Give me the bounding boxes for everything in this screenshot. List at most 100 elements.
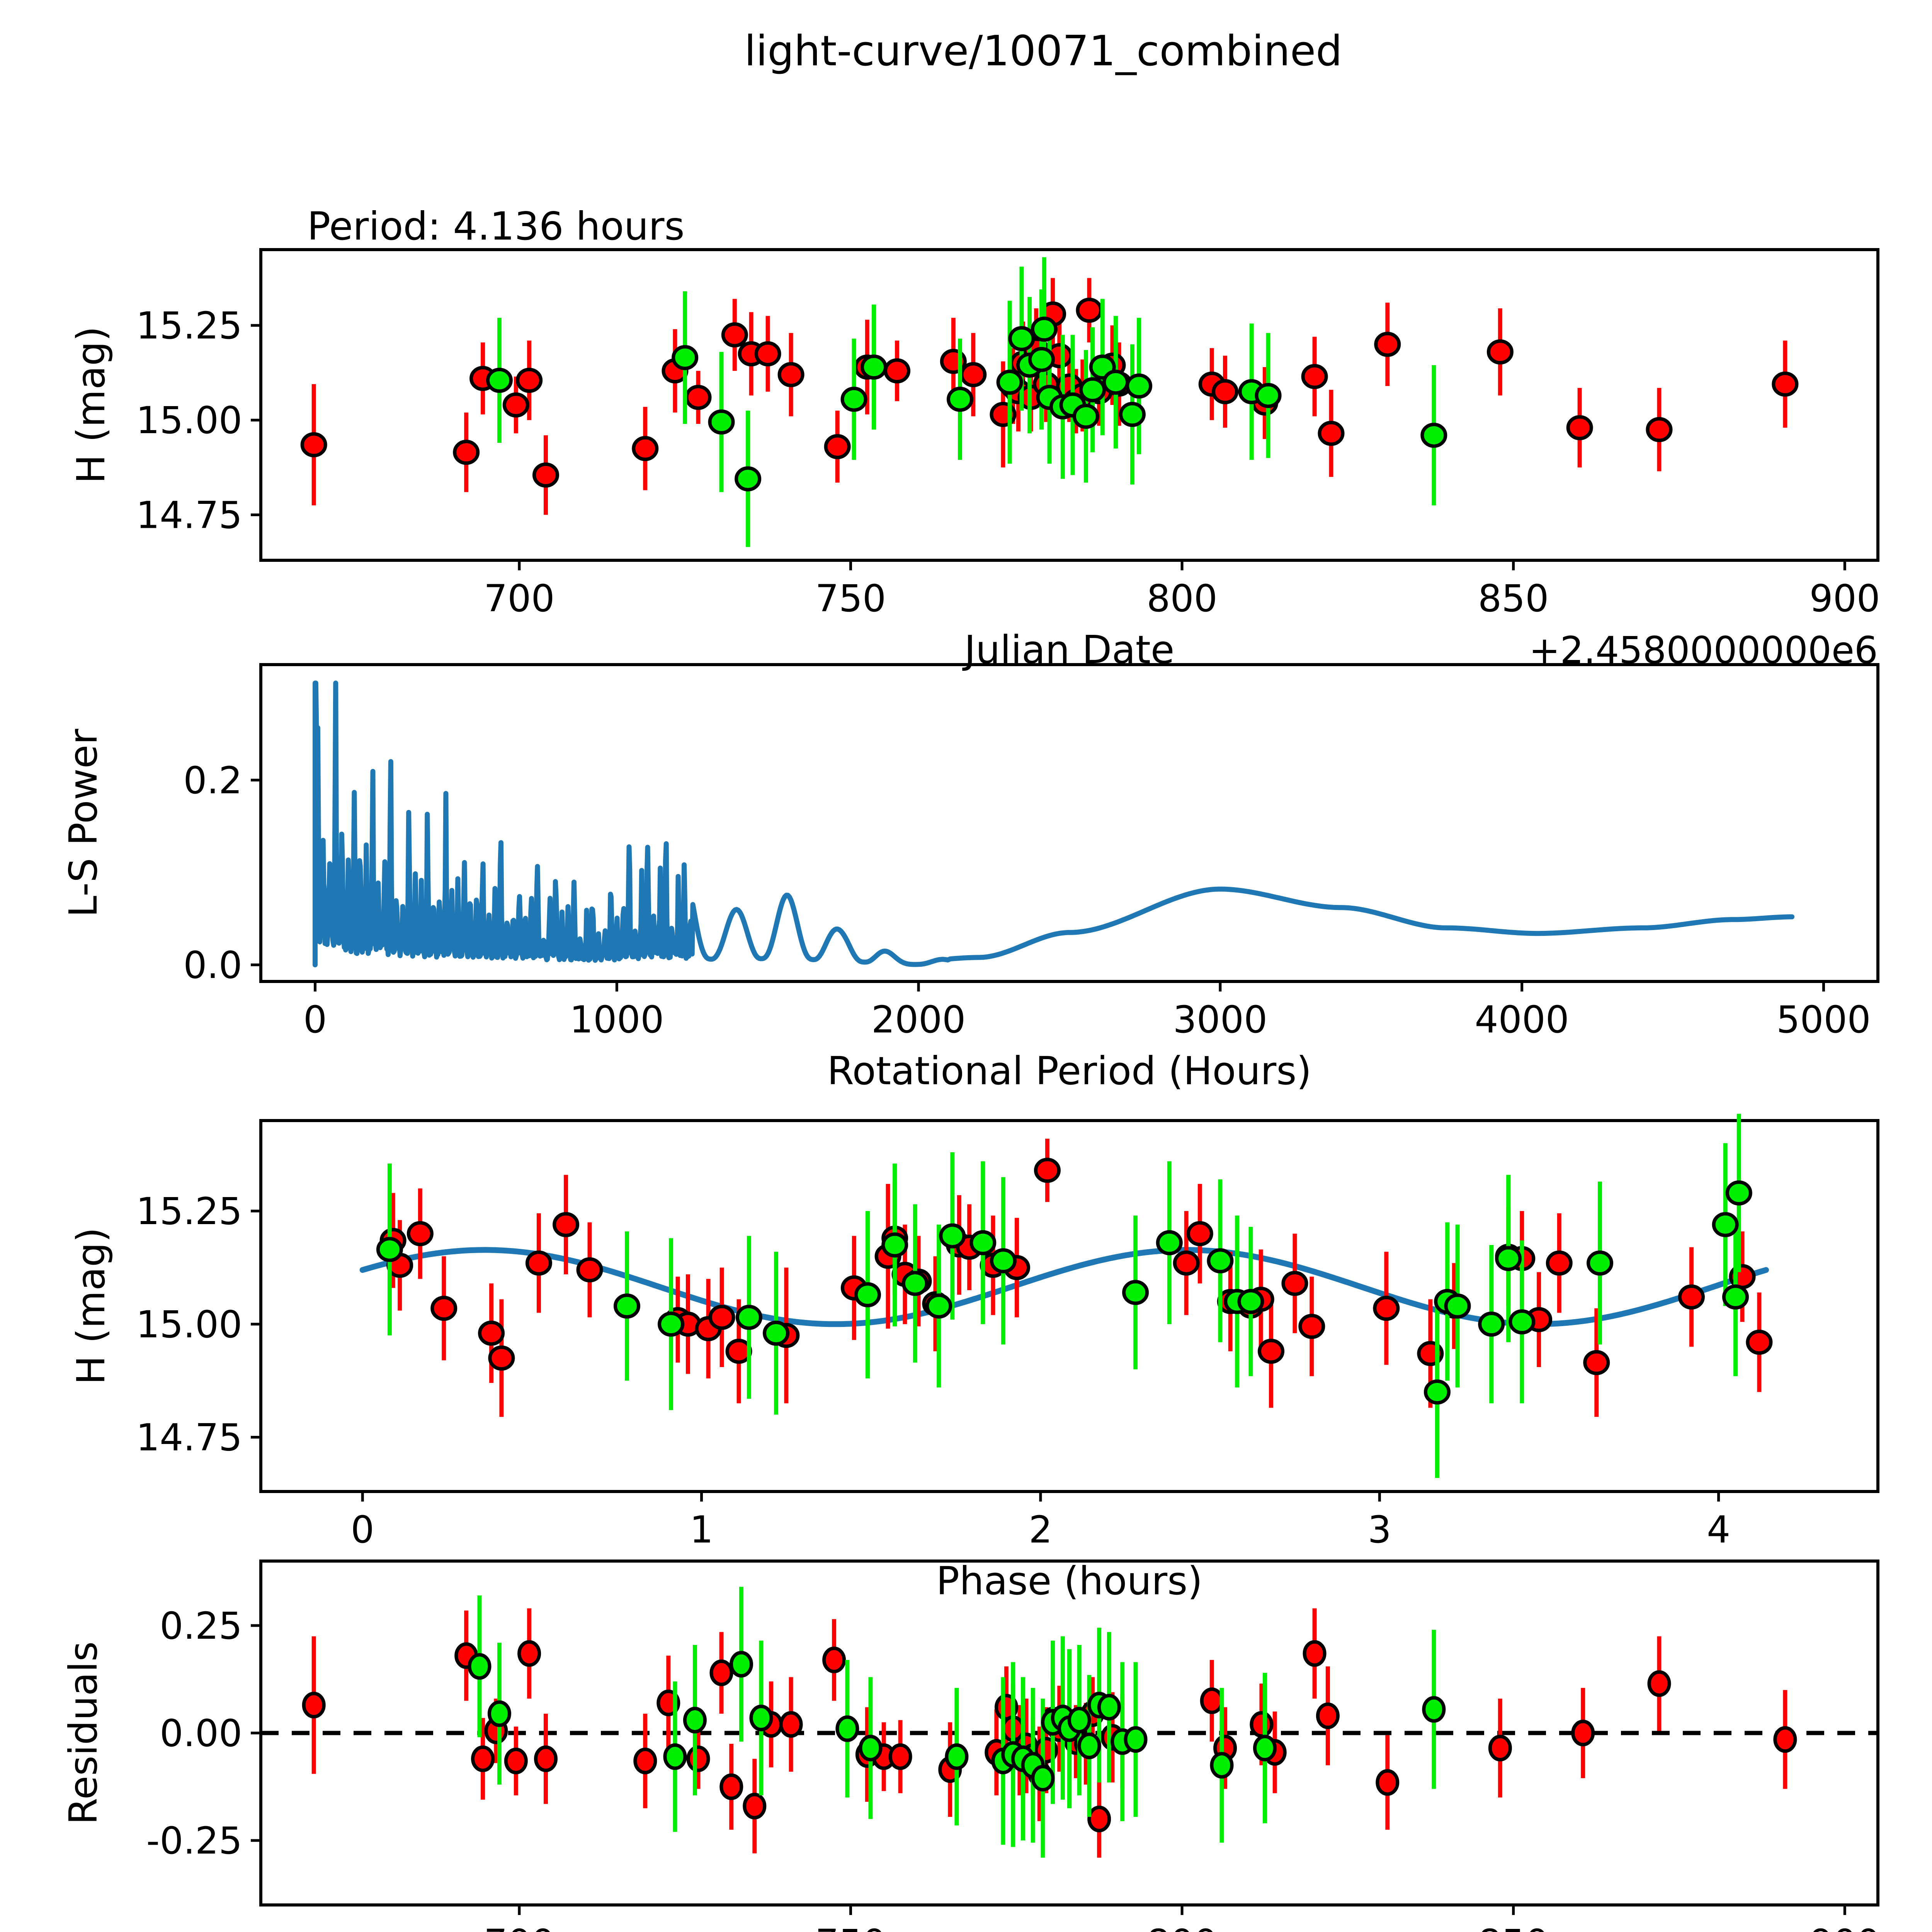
data-point[interactable] [376, 1237, 403, 1262]
data-point[interactable] [1772, 371, 1799, 397]
data-point[interactable] [1420, 422, 1447, 448]
data-point[interactable] [468, 1653, 492, 1680]
data-point[interactable] [658, 1311, 685, 1337]
data-point[interactable] [1546, 1250, 1573, 1276]
data-point[interactable] [553, 1212, 580, 1237]
data-point[interactable] [749, 1704, 773, 1731]
data-point[interactable] [1712, 1212, 1739, 1237]
data-point[interactable] [1087, 1806, 1111, 1832]
data-point[interactable] [1587, 1250, 1614, 1276]
data-point[interactable] [1097, 1694, 1121, 1721]
data-point[interactable] [884, 358, 911, 384]
data-point[interactable] [1237, 1289, 1264, 1314]
data-point[interactable] [471, 1745, 495, 1772]
data-point[interactable] [901, 1270, 929, 1296]
data-point[interactable] [1156, 1230, 1183, 1255]
data-point[interactable] [1316, 1702, 1340, 1729]
data-point[interactable] [1495, 1246, 1522, 1271]
data-point[interactable] [1488, 1735, 1512, 1762]
data-point[interactable] [1253, 1735, 1277, 1762]
data-point[interactable] [453, 440, 480, 465]
data-point[interactable] [1444, 1293, 1471, 1319]
data-point[interactable] [486, 367, 513, 393]
data-point[interactable] [1200, 1687, 1224, 1714]
data-point[interactable] [743, 1793, 767, 1820]
data-point[interactable] [1486, 339, 1514, 365]
data-point[interactable] [946, 386, 973, 412]
data-point[interactable] [614, 1293, 641, 1319]
data-point[interactable] [735, 466, 762, 492]
data-point[interactable] [1722, 1284, 1749, 1310]
data-point[interactable] [487, 1700, 511, 1727]
data-point[interactable] [779, 1711, 803, 1738]
data-point[interactable] [1008, 326, 1035, 351]
data-point[interactable] [516, 367, 543, 393]
data-point[interactable] [1207, 1248, 1234, 1274]
data-point[interactable] [1255, 383, 1282, 408]
data-point[interactable] [1031, 316, 1058, 342]
data-point[interactable] [633, 1747, 657, 1774]
data-point[interactable] [1318, 421, 1345, 446]
data-point[interactable] [685, 384, 712, 410]
data-point[interactable] [1067, 1707, 1091, 1734]
data-point[interactable] [859, 1735, 883, 1762]
data-point[interactable] [1303, 1640, 1327, 1667]
data-point[interactable] [1746, 1330, 1773, 1355]
data-point[interactable] [822, 1646, 846, 1673]
data-point[interactable] [1583, 1350, 1610, 1375]
data-point[interactable] [854, 1282, 881, 1308]
data-point[interactable] [1186, 1221, 1213, 1247]
data-point[interactable] [1646, 417, 1673, 442]
data-point[interactable] [517, 1640, 541, 1667]
data-point[interactable] [1031, 1765, 1055, 1792]
data-point[interactable] [1773, 1726, 1797, 1753]
data-point[interactable] [1509, 1309, 1536, 1335]
data-point[interactable] [763, 1320, 790, 1346]
data-point[interactable] [1122, 1280, 1149, 1305]
data-point[interactable] [1423, 1379, 1451, 1405]
data-point[interactable] [300, 432, 327, 457]
data-point[interactable] [881, 1232, 908, 1258]
data-point[interactable] [719, 1773, 743, 1800]
data-point[interactable] [1725, 1180, 1752, 1206]
data-point[interactable] [861, 354, 888, 380]
data-point[interactable] [1571, 1719, 1595, 1747]
data-point[interactable] [1126, 373, 1153, 399]
data-point[interactable] [1250, 1711, 1274, 1738]
data-point[interactable] [735, 1304, 762, 1330]
data-point[interactable] [663, 1743, 687, 1770]
data-point[interactable] [990, 1248, 1017, 1274]
data-point[interactable] [1028, 347, 1055, 372]
data-point[interactable] [945, 1743, 969, 1770]
data-point[interactable] [709, 1659, 733, 1686]
data-point[interactable] [1566, 415, 1593, 440]
data-point[interactable] [969, 1230, 997, 1255]
data-point[interactable] [1212, 379, 1239, 405]
data-point[interactable] [504, 1747, 528, 1774]
data-point[interactable] [488, 1345, 515, 1371]
data-point[interactable] [1124, 1726, 1148, 1753]
data-point[interactable] [683, 1707, 707, 1734]
data-point[interactable] [835, 1715, 859, 1742]
data-point[interactable] [1376, 1769, 1400, 1796]
data-point[interactable] [960, 362, 987, 388]
data-point[interactable] [1034, 1158, 1061, 1183]
data-point[interactable] [708, 409, 735, 435]
data-point[interactable] [1301, 364, 1328, 389]
data-point[interactable] [1076, 298, 1103, 323]
data-point[interactable] [672, 345, 699, 370]
data-point[interactable] [1258, 1338, 1285, 1364]
data-point[interactable] [686, 1745, 710, 1772]
data-point[interactable] [1079, 377, 1106, 403]
data-point[interactable] [1373, 1296, 1400, 1321]
data-point[interactable] [1422, 1696, 1446, 1723]
data-point[interactable] [824, 434, 851, 459]
data-point[interactable] [754, 341, 781, 367]
data-point[interactable] [430, 1296, 457, 1321]
data-point[interactable] [777, 362, 804, 388]
data-point[interactable] [532, 462, 560, 488]
data-point[interactable] [1119, 402, 1146, 427]
data-point[interactable] [1210, 1752, 1234, 1779]
data-point[interactable] [1072, 403, 1099, 429]
data-point[interactable] [525, 1250, 552, 1276]
